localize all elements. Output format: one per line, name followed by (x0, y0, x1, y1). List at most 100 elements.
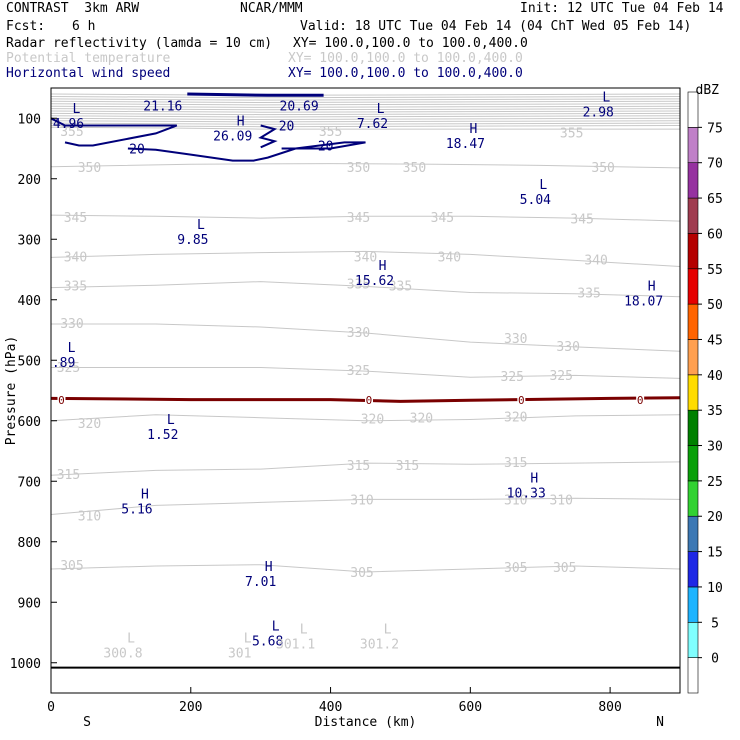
extremum-type: H (237, 114, 245, 129)
colorbar-label: 15 (707, 546, 723, 561)
theta-top-contour (50, 93, 681, 96)
extremum-type: L (244, 632, 252, 647)
extremum-value: 5.16 (121, 503, 152, 518)
colorbar-unit: dBZ (696, 83, 720, 98)
theta-label: 340 (64, 250, 87, 265)
x-right-end-label: N (656, 715, 664, 730)
zero-dbz-label: 0 (637, 394, 644, 407)
y-tick-label: 900 (18, 596, 41, 611)
theta-label: 310 (350, 494, 373, 509)
theta-label: 325 (347, 364, 370, 379)
colorbar-swatch (687, 268, 699, 305)
extremum-type: H (379, 259, 387, 274)
valid-time: Valid: 18 UTC Tue 04 Feb 14 (04 ChT Wed … (300, 19, 692, 34)
extremum-type: L (68, 341, 76, 356)
theta-top-contour (50, 103, 681, 106)
y-axis-label: Pressure (hPa) (4, 336, 19, 446)
theta-label: 310 (549, 494, 572, 509)
extremum-type: H (470, 122, 478, 137)
theta-top-contour (50, 115, 681, 118)
theta-top-contour (50, 117, 681, 121)
wind-contour-20 (50, 117, 178, 147)
colorbar-swatch (687, 480, 699, 517)
theta-top-contour (50, 108, 681, 111)
theta-label: 345 (347, 211, 370, 226)
colorbar-label: 0 (711, 652, 719, 667)
zero-label-bg (517, 394, 526, 406)
colorbar-label: 65 (707, 192, 723, 207)
theta-contour-350 (50, 163, 681, 169)
wind-label: 20 (279, 120, 295, 135)
theta-contour-320 (50, 414, 681, 422)
zero-label-bg (57, 394, 66, 406)
theta-contour-355 (50, 126, 680, 130)
theta-label: 330 (556, 340, 579, 355)
theta-contour-325 (51, 367, 681, 379)
fcst-value: 6 h (72, 19, 96, 34)
extremum-value: 18.47 (446, 137, 485, 152)
theta-label: 335 (64, 279, 87, 294)
colorbar-swatch (687, 374, 699, 411)
theta-label: 340 (438, 250, 461, 265)
x-tick-label: 400 (319, 700, 342, 715)
zero-dbz-label: 0 (518, 394, 525, 407)
extremum-value: 7.62 (357, 117, 388, 132)
colorbar-label: 5 (711, 616, 719, 631)
extremum-value: 10.33 (507, 486, 546, 501)
theta-label: 315 (504, 456, 527, 471)
x-tick-label: 0 (47, 700, 55, 715)
zero-label-bg (636, 394, 645, 406)
theta-label: 345 (431, 211, 454, 226)
x-tick-label: 800 (598, 700, 621, 715)
theta-label: 350 (78, 161, 101, 176)
extremum-type: H (141, 488, 149, 503)
theta-label: 340 (354, 250, 377, 265)
extremum-value: 301 (228, 647, 251, 662)
colorbar-label: 40 (707, 369, 723, 384)
extremum-type: L (73, 102, 81, 117)
x-tick-label: 200 (179, 700, 202, 715)
extremum-value: 2.98 (583, 106, 614, 121)
extremum-type: H (530, 471, 538, 486)
y-tick-label: 100 (18, 112, 41, 127)
colorbar-label: 55 (707, 263, 723, 278)
wind-contour-20 (258, 124, 278, 149)
colorbar-swatch (687, 551, 699, 588)
theta-label: 330 (347, 326, 370, 341)
wind-label: 20 (129, 143, 145, 158)
colorbar-label: 70 (707, 157, 723, 172)
plot-frame (50, 87, 681, 694)
colorbar-label: 35 (707, 404, 723, 419)
extremum-type: H (648, 279, 656, 294)
theta-label: 315 (347, 459, 370, 474)
theta-contour-310 (50, 497, 681, 515)
extremum-value: 26.09 (213, 129, 252, 144)
theta-label: 320 (78, 417, 101, 432)
extremum-type: H (265, 560, 273, 575)
theta-top-contour (50, 105, 681, 108)
field-1-xy: XY= 100.0,100.0 to 100.0,400.0 (293, 36, 528, 51)
colorbar-label: 10 (707, 581, 723, 596)
theta-label: 340 (584, 253, 607, 268)
zero-dbz-label: 0 (58, 394, 65, 407)
colorbar-swatch (687, 197, 699, 234)
theta-label: 325 (549, 369, 572, 384)
theta-label: 320 (504, 411, 527, 426)
colorbar-swatch (687, 409, 699, 446)
theta-label: 310 (504, 494, 527, 509)
zero-dbz-label: 0 (366, 394, 373, 407)
zero-dbz-line (50, 396, 681, 403)
theta-label: 335 (347, 278, 370, 293)
extremum-type: L (272, 620, 280, 635)
extremum-value: 7.01 (245, 575, 276, 590)
y-tick-label: 700 (18, 475, 41, 490)
extremum-type: L (384, 623, 392, 638)
theta-label: 305 (350, 566, 373, 581)
extremum-value: .89 (52, 356, 75, 371)
field-3-name: Horizontal wind speed (6, 66, 171, 81)
theta-label: 330 (504, 332, 527, 347)
extremum-value: 20.69 (280, 100, 319, 115)
colorbar-swatch (687, 621, 699, 658)
field-3-xy: XY= 100.0,100.0 to 100.0,400.0 (288, 66, 523, 81)
